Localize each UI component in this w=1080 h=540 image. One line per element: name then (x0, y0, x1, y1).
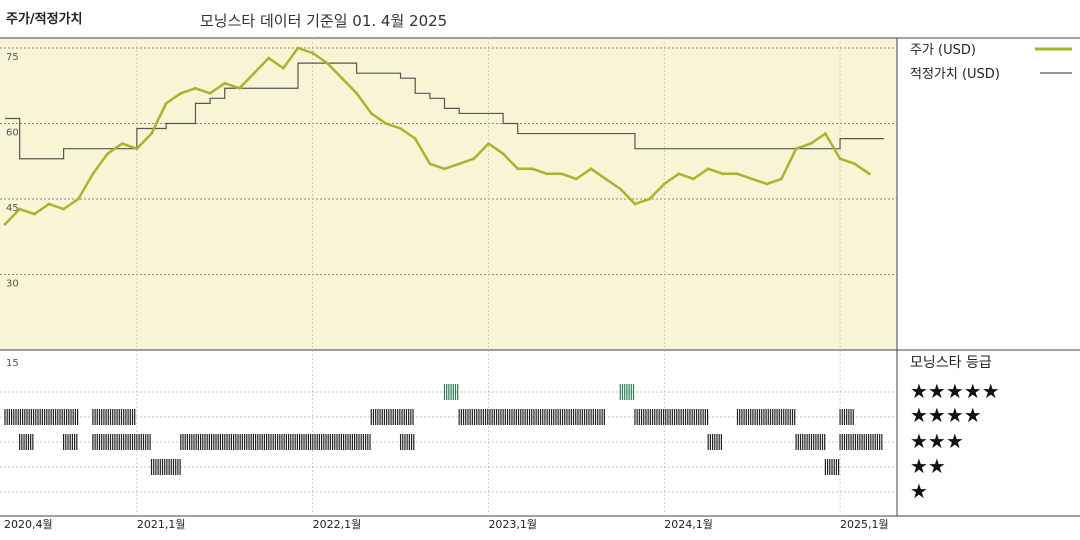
price-point (574, 177, 578, 181)
x-tick-label: 2025,1월 (840, 518, 889, 531)
y-tick-label: 15 (6, 358, 19, 369)
price-point (399, 127, 402, 130)
price-point (618, 187, 622, 191)
price-point (780, 177, 783, 181)
x-tick-label: 2020,4월 (4, 518, 53, 531)
y-tick-label: 60 (6, 128, 19, 139)
price-point (3, 222, 7, 226)
price-point (281, 66, 285, 70)
x-tick-label: 2023,1월 (488, 518, 537, 531)
price-point (457, 162, 461, 166)
price-point (604, 177, 608, 181)
price-point (47, 202, 51, 206)
price-point (238, 86, 241, 90)
price-point (867, 172, 871, 176)
price-point (164, 101, 168, 105)
price-point (706, 167, 710, 171)
price-point (325, 61, 329, 65)
price-point (120, 142, 124, 146)
price-point (516, 167, 520, 171)
y-tick-label: 45 (6, 203, 19, 214)
price-point (194, 86, 197, 90)
price-point (62, 207, 65, 211)
rating-two-star: ★★ (910, 454, 946, 478)
price-point (369, 112, 373, 115)
price-point (311, 51, 315, 55)
price-point (750, 177, 754, 181)
price-point (736, 172, 739, 176)
price-line (4, 46, 871, 226)
x-tick-label: 2021,1월 (137, 518, 186, 531)
price-series (3, 46, 871, 226)
rating-three-star: ★★★ (910, 429, 964, 453)
x-tick-label: 2024,1월 (664, 518, 713, 531)
price-plot-area (0, 38, 897, 350)
price-point (472, 157, 476, 161)
rating-history (4, 384, 883, 475)
price-point (487, 142, 490, 146)
y-axis-ticks: 75 60 45 30 15 (6, 52, 19, 369)
price-point (677, 172, 681, 176)
fair-value-line (5, 62, 884, 160)
price-point (692, 177, 695, 181)
price-point (355, 91, 358, 95)
price-point (545, 172, 549, 176)
legend-price-label: 주가 (USD) (910, 43, 976, 58)
price-point (501, 152, 505, 156)
price-point (267, 56, 271, 60)
price-point (18, 207, 22, 211)
price-point (384, 122, 388, 125)
x-tick-label: 2022,1월 (313, 518, 362, 531)
price-point (794, 147, 798, 151)
price-point (252, 71, 256, 75)
rating-five-star: ★★★★★ (910, 379, 1000, 403)
grid-lines (0, 38, 897, 516)
price-point (838, 157, 842, 161)
y-tick-label: 30 (6, 279, 19, 290)
legend-fair-value-label: 적정가치 (USD) (910, 67, 1000, 82)
rating-one-star: ★ (910, 479, 928, 503)
price-point (150, 132, 153, 135)
price-point (589, 167, 593, 171)
price-point (106, 152, 109, 156)
x-axis-ticks: 2020,4월 2021,1월 2022,1월 2023,1월 2024,1월 2025,… (4, 518, 889, 531)
price-point (809, 142, 813, 146)
price-point (648, 197, 651, 201)
rating-plot-area (0, 350, 897, 516)
chart-title: 주가/적정가치 (6, 12, 83, 27)
price-point (662, 182, 666, 186)
y-tick-label: 75 (6, 52, 19, 63)
price-point (853, 162, 857, 166)
price-point (76, 197, 80, 201)
price-point (223, 81, 227, 85)
price-point (531, 167, 534, 171)
price-point (633, 202, 637, 206)
price-point (824, 132, 827, 135)
price-point (179, 91, 183, 95)
price-point (443, 167, 446, 171)
price-point (765, 182, 769, 186)
price-point (208, 91, 212, 95)
rating-legend-title: 모닝스타 등급 (910, 355, 992, 371)
price-point (296, 46, 300, 50)
price-point (340, 76, 344, 80)
price-point (721, 172, 725, 176)
price-point (91, 172, 95, 176)
price-point (428, 162, 432, 166)
price-point (413, 137, 417, 141)
chart-subtitle: 모닝스타 데이터 기준일 01. 4월 2025 (200, 12, 448, 30)
fair-value-series (5, 62, 884, 160)
price-point (32, 212, 36, 216)
price-point (560, 172, 564, 176)
price-point (135, 147, 139, 151)
rating-four-star: ★★★★ (910, 403, 982, 427)
